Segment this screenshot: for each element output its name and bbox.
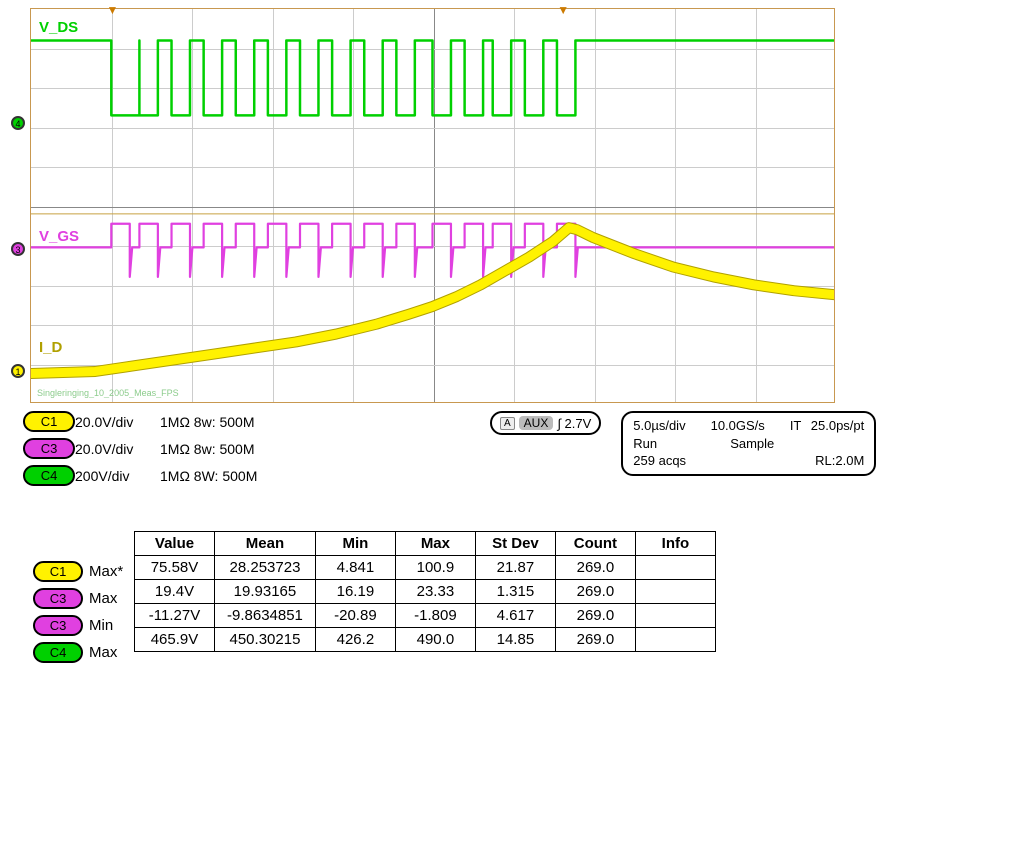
meas-cell: -11.27V (135, 604, 215, 628)
meas-cell: -1.809 (395, 604, 475, 628)
channel-coupling: 1MΩ 8w: 500M (160, 414, 290, 430)
meas-channel-pill: C3 (33, 588, 83, 609)
ground-marker-c3: 3 (11, 242, 25, 256)
meas-cell: 269.0 (555, 556, 635, 580)
acq-timediv: 5.0µs/div (633, 417, 685, 435)
oscilloscope-screen: ▼ ▼ V_DS V_GS I_D 4 3 1 Singleringing_10… (30, 8, 835, 403)
meas-cell: 465.9V (135, 628, 215, 652)
measurement-table: ValueMeanMinMaxSt DevCountInfo75.58V28.2… (134, 531, 716, 652)
meas-cell (635, 604, 715, 628)
acq-samplerate: 10.0GS/s (711, 417, 765, 435)
meas-cell: 14.85 (475, 628, 555, 652)
acq-mode: Sample (730, 435, 774, 453)
channel-pill[interactable]: C4 (23, 465, 75, 486)
aux-letter: A (500, 417, 515, 430)
channel-settings: C120.0V/div1MΩ 8w: 500M C320.0V/div1MΩ 8w… (23, 411, 290, 486)
meas-cell: 269.0 (555, 628, 635, 652)
meas-cell: 100.9 (395, 556, 475, 580)
meas-cell: 426.2 (315, 628, 395, 652)
trace-label-vgs: V_GS (39, 228, 79, 245)
acquisition-box: 5.0µs/div 10.0GS/s IT 25.0ps/pt Run Samp… (621, 411, 876, 476)
channel-coupling: 1MΩ 8w: 500M (160, 441, 290, 457)
meas-cell: 75.58V (135, 556, 215, 580)
meas-cell: 4.841 (315, 556, 395, 580)
ground-marker-c4: 4 (11, 116, 25, 130)
meas-cell: 28.253723 (215, 556, 316, 580)
trigger-marker: ▼ (557, 3, 569, 17)
channel-pill[interactable]: C1 (23, 411, 75, 432)
channel-vdiv: 200V/div (75, 468, 160, 484)
table-row: 75.58V28.2537234.841100.921.87269.0 (135, 556, 716, 580)
aux-value: ∫ 2.7V (557, 416, 591, 431)
acq-run: Run (633, 435, 657, 453)
settings-row: C120.0V/div1MΩ 8w: 500M C320.0V/div1MΩ 8w… (8, 411, 1016, 486)
meas-stat-label: Max* (83, 563, 128, 580)
acq-rl: RL:2.0M (815, 452, 864, 470)
meas-cell: 1.315 (475, 580, 555, 604)
trace-label-vds: V_DS (39, 19, 78, 36)
acq-interp: IT 25.0ps/pt (790, 417, 864, 435)
meas-stat-label: Min (83, 617, 128, 634)
meas-cell: 269.0 (555, 580, 635, 604)
meas-cell: 450.30215 (215, 628, 316, 652)
meas-cell: 19.4V (135, 580, 215, 604)
meas-channel-pill: C4 (33, 642, 83, 663)
meas-cell (635, 580, 715, 604)
trace-label-id: I_D (39, 339, 62, 356)
meas-channel-pill: C3 (33, 615, 83, 636)
ground-marker-c1: 1 (11, 364, 25, 378)
aux-trigger-box: A AUX ∫ 2.7V (490, 411, 601, 435)
meas-cell: -9.8634851 (215, 604, 316, 628)
meas-cell: 490.0 (395, 628, 475, 652)
meas-header: Count (555, 532, 635, 556)
table-row: -11.27V-9.8634851-20.89-1.8094.617269.0 (135, 604, 716, 628)
waveform-canvas (31, 9, 834, 403)
aux-tag: AUX (519, 416, 554, 430)
measurement-row-labels: C1Max*C3MaxC3MinC4Max (33, 561, 128, 663)
meas-cell (635, 628, 715, 652)
measurement-area: C1Max*C3MaxC3MinC4Max ValueMeanMinMaxSt … (8, 531, 1016, 663)
table-row: 465.9V450.30215426.2490.014.85269.0 (135, 628, 716, 652)
meas-header: St Dev (475, 532, 555, 556)
meas-cell (635, 556, 715, 580)
meas-header: Min (315, 532, 395, 556)
meas-stat-label: Max (83, 590, 128, 607)
meas-header: Info (635, 532, 715, 556)
meas-header: Value (135, 532, 215, 556)
trigger-marker: ▼ (107, 3, 119, 17)
table-row: 19.4V19.9316516.1923.331.315269.0 (135, 580, 716, 604)
acq-count: 259 acqs (633, 452, 686, 470)
meas-cell: 4.617 (475, 604, 555, 628)
meas-header: Max (395, 532, 475, 556)
channel-vdiv: 20.0V/div (75, 414, 160, 430)
meas-cell: 21.87 (475, 556, 555, 580)
meas-cell: -20.89 (315, 604, 395, 628)
channel-vdiv: 20.0V/div (75, 441, 160, 457)
meas-header: Mean (215, 532, 316, 556)
meas-stat-label: Max (83, 644, 128, 661)
screen-watermark: Singleringing_10_2005_Meas_FPS (37, 388, 179, 398)
channel-pill[interactable]: C3 (23, 438, 75, 459)
meas-cell: 269.0 (555, 604, 635, 628)
meas-channel-pill: C1 (33, 561, 83, 582)
channel-coupling: 1MΩ 8W: 500M (160, 468, 290, 484)
meas-cell: 16.19 (315, 580, 395, 604)
meas-cell: 19.93165 (215, 580, 316, 604)
meas-cell: 23.33 (395, 580, 475, 604)
